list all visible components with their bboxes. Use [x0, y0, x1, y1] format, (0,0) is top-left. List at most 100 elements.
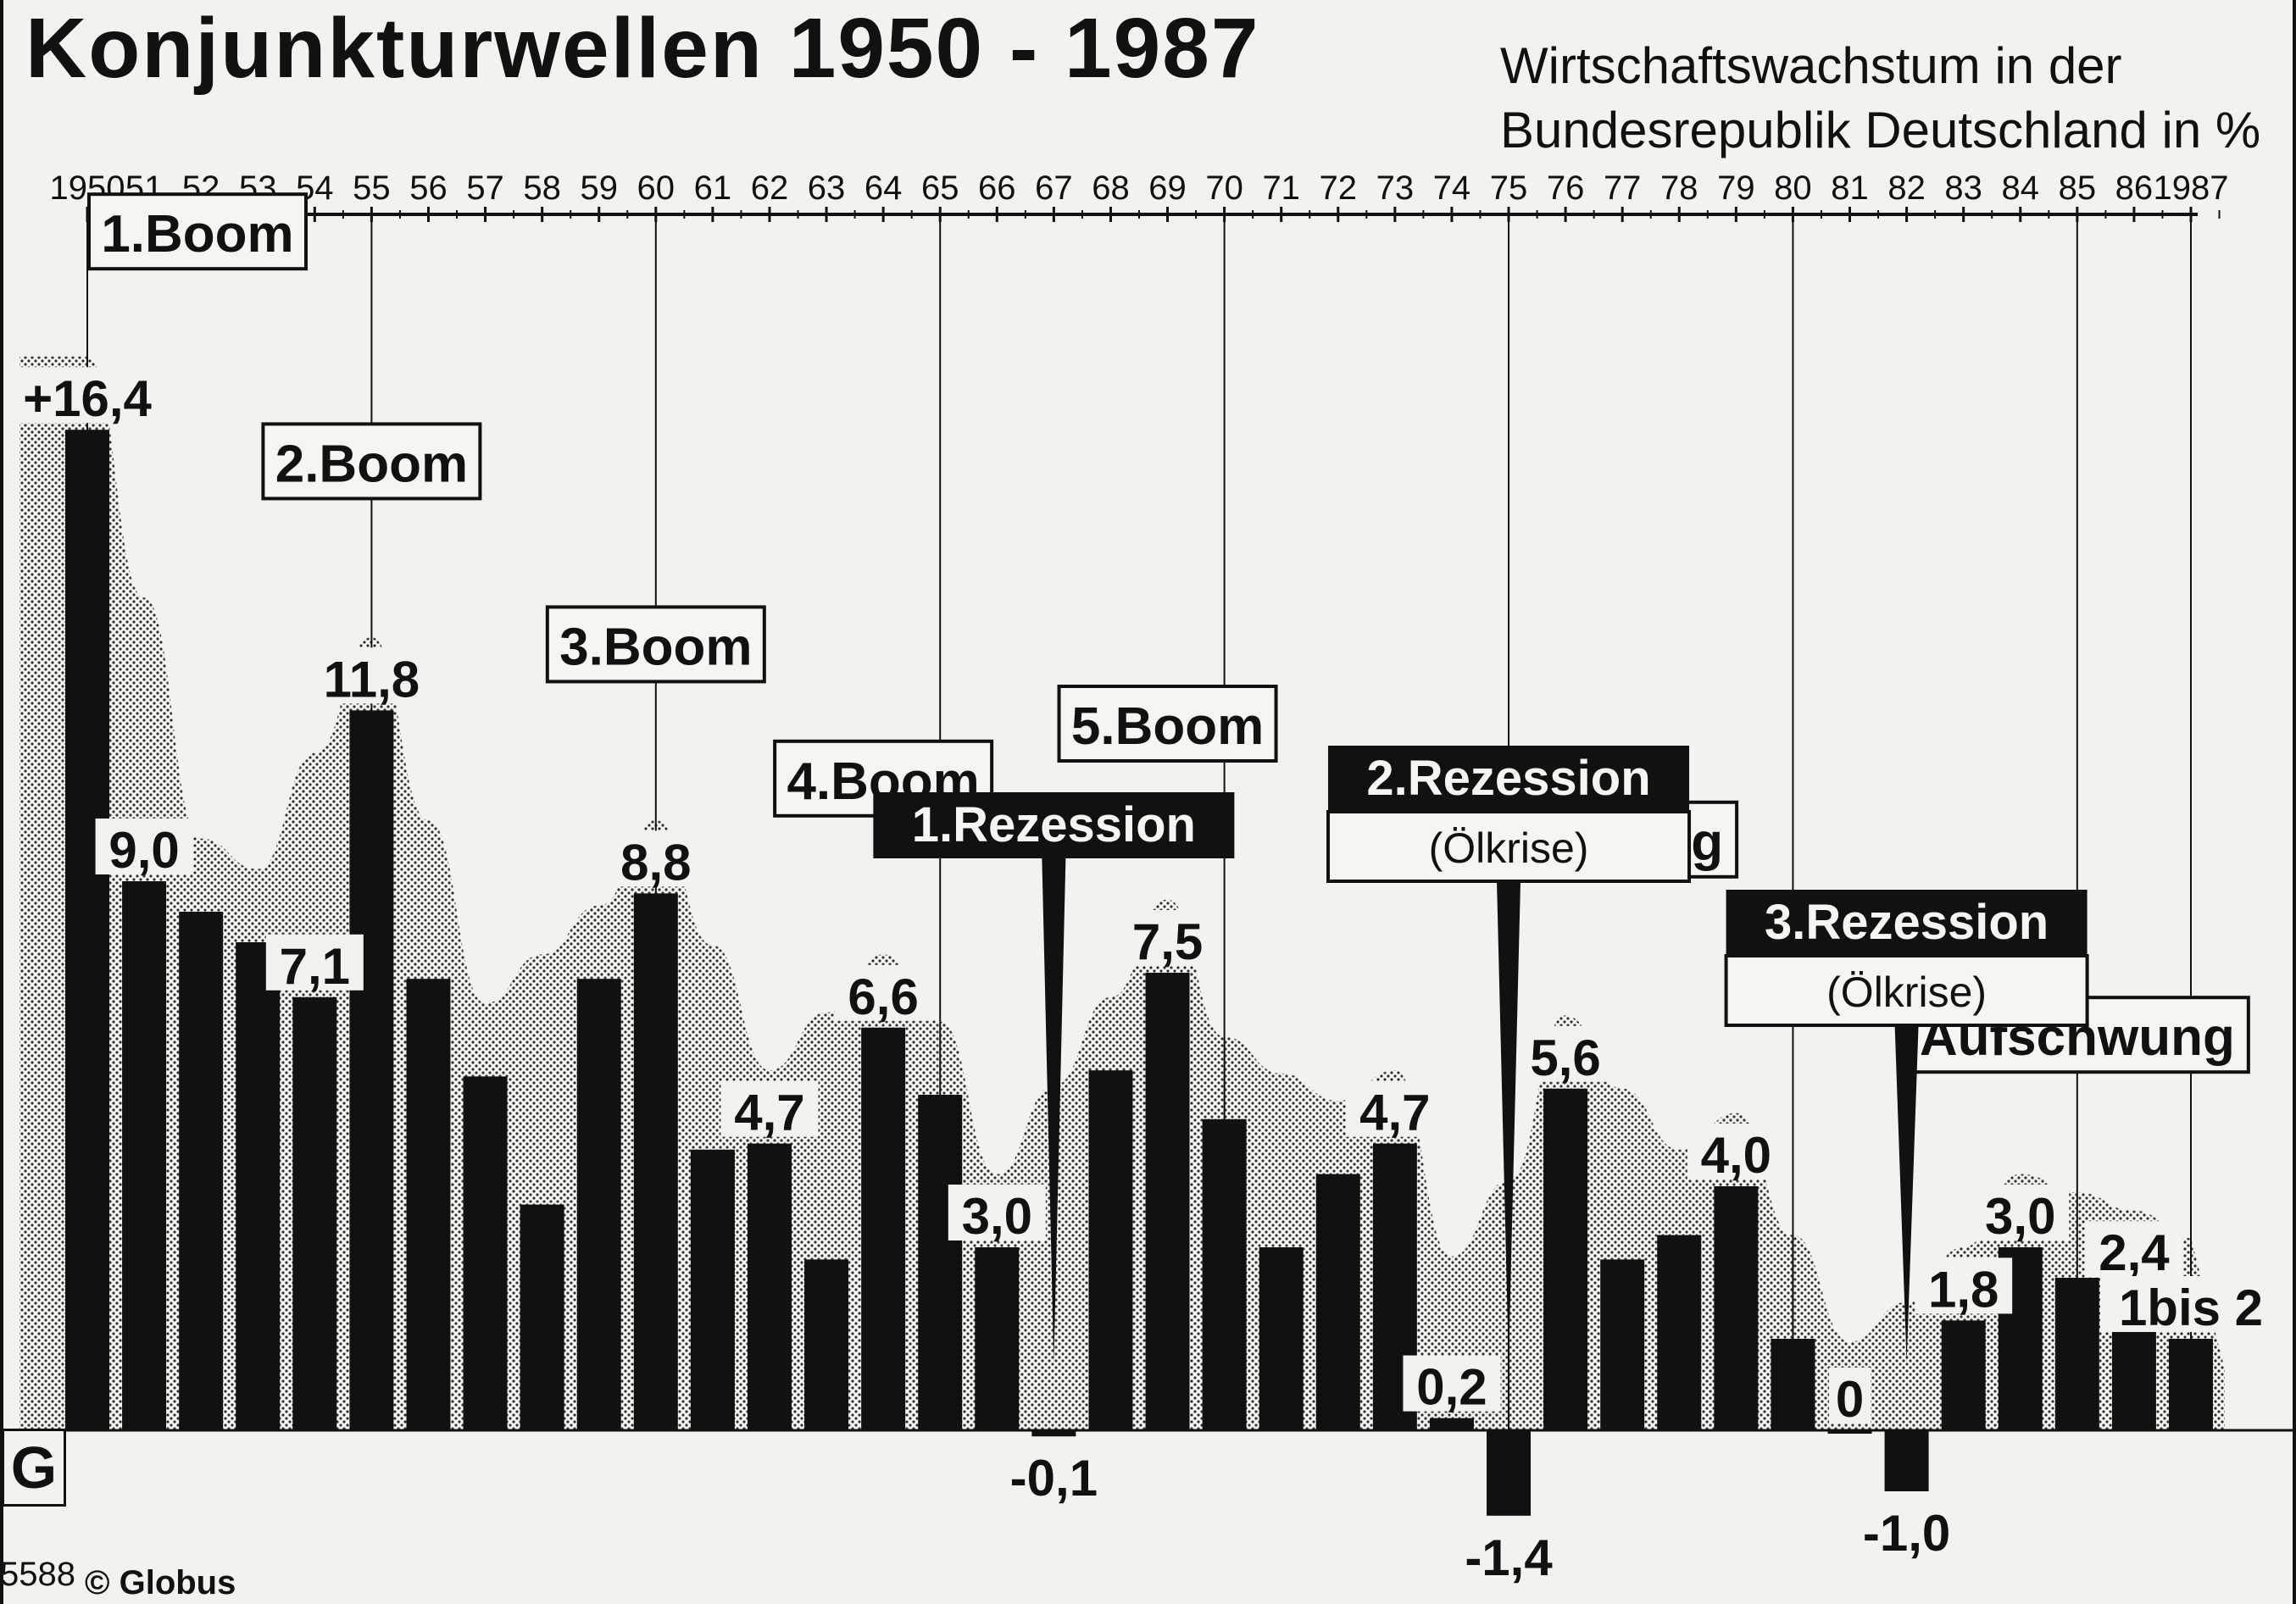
- year-tick-label: 64: [864, 169, 903, 207]
- bar-63: [804, 1259, 849, 1430]
- phase-label: 2.Boom: [275, 435, 468, 493]
- year-tick-label: 75: [1490, 169, 1528, 207]
- data-label-bg: [2085, 1221, 2183, 1278]
- year-tick-label: 61: [694, 169, 732, 207]
- year-tick-label: 55: [353, 169, 391, 207]
- data-label-bg: [1687, 1124, 1785, 1179]
- year-tick-label: 83: [1944, 169, 1982, 207]
- bar-74: [1429, 1418, 1474, 1430]
- phase-box: [1057, 685, 1278, 763]
- recession-pointer: [1894, 1025, 1919, 1363]
- data-label-bg: [1346, 1080, 1444, 1137]
- recession-title-box: [1726, 890, 2088, 956]
- year-tick-label: 81: [1831, 169, 1869, 207]
- year-tick-label: 72: [1320, 169, 1358, 207]
- data-label-bg: [1119, 910, 1217, 966]
- bar-70: [1202, 1118, 1247, 1430]
- year-tick-label: 56: [409, 169, 448, 207]
- data-label-bg: [1446, 1525, 1572, 1582]
- recession-title-box: [873, 792, 1235, 858]
- data-label-83: 1,8: [1928, 1261, 1999, 1318]
- bar-72: [1315, 1174, 1360, 1430]
- data-label-bg: [1403, 1355, 1501, 1412]
- data-label-54: 7,1: [280, 938, 350, 995]
- data-label-67: -0,1: [1010, 1450, 1098, 1507]
- bar-52: [179, 912, 224, 1430]
- data-label-1987: 1bis 2: [2119, 1279, 2263, 1336]
- phase-label: 3.Boom: [559, 618, 752, 676]
- recession-note-box: [1326, 810, 1692, 883]
- recession-pointer: [1497, 881, 1521, 1363]
- bar-75: [1487, 1430, 1532, 1516]
- data-label-bg: [1843, 1501, 1970, 1557]
- data-label-81: 0: [1836, 1371, 1864, 1428]
- bar-58: [520, 1204, 564, 1430]
- year-tick-label: 85: [2059, 169, 2097, 207]
- recession-title-box: [1328, 746, 1690, 812]
- year-tick-label: 67: [1035, 169, 1073, 207]
- bar-56: [406, 979, 451, 1430]
- data-label-73: 4,7: [1359, 1085, 1430, 1141]
- left-frame-line: [0, 0, 3, 1604]
- data-label-bg: [1915, 1257, 2013, 1314]
- bar-77: [1600, 1259, 1645, 1430]
- bar-65: [918, 1095, 963, 1430]
- year-tick-label: 79: [1717, 169, 1755, 207]
- data-label-82: -1,0: [1863, 1505, 1950, 1562]
- phase-box: [87, 192, 308, 271]
- data-label-86: 2,4: [2099, 1224, 2170, 1281]
- data-label-bg: [309, 647, 435, 704]
- year-tick-label: 58: [523, 169, 561, 207]
- bar-57: [463, 1076, 508, 1430]
- data-label-bg: [948, 1185, 1046, 1240]
- bar-59: [576, 979, 621, 1430]
- phase-label: 1.Boom: [101, 205, 293, 264]
- year-tick-label: 73: [1376, 169, 1415, 207]
- year-tick-label: 82: [1887, 169, 1926, 207]
- bar-53: [236, 942, 281, 1430]
- bar-1950: [65, 430, 109, 1431]
- bar-81: [1827, 1430, 1872, 1434]
- phase-label: 5.Boom: [1071, 697, 1264, 756]
- data-label-60: 8,8: [620, 834, 691, 891]
- year-tick-label: 74: [1433, 169, 1471, 207]
- year-tick-label: 71: [1262, 169, 1300, 207]
- bar-68: [1088, 1070, 1133, 1430]
- bar-76: [1543, 1088, 1588, 1430]
- data-label-bg: [2100, 1276, 2282, 1332]
- globus-logo: G: [2, 1429, 66, 1507]
- subtitle-line-1: Wirtschaftswachstum in der: [1500, 37, 2122, 94]
- copyright-credit: © Globus: [85, 1564, 236, 1601]
- data-label-bg: [834, 964, 932, 1021]
- data-label-bg: [720, 1080, 819, 1137]
- bar-62: [747, 1143, 792, 1430]
- data-label-64: 6,6: [848, 969, 918, 1025]
- year-tick-label: 77: [1604, 169, 1642, 207]
- year-tick-label: 80: [1774, 169, 1812, 207]
- year-tick-label: 63: [808, 169, 846, 207]
- data-label-79: 4,0: [1701, 1127, 1771, 1184]
- year-tick-label: 66: [978, 169, 1016, 207]
- year-tick-label: 70: [1205, 169, 1243, 207]
- recession-title: 3.Rezession: [1765, 895, 2049, 950]
- year-tick-label: 57: [466, 169, 504, 207]
- recession-title: 2.Rezession: [1366, 751, 1650, 806]
- data-label-62: 4,7: [734, 1085, 804, 1141]
- bar-80: [1771, 1339, 1815, 1430]
- bar-71: [1259, 1247, 1304, 1430]
- year-tick-label: 59: [580, 169, 618, 207]
- phase-box: [261, 422, 482, 501]
- data-label-76: 5,6: [1530, 1030, 1600, 1086]
- wave-envelope: [19, 356, 2225, 1430]
- data-label-69: 7,5: [1132, 913, 1203, 970]
- recession-note: (Ölkrise): [1826, 969, 1987, 1016]
- bar-55: [349, 710, 394, 1430]
- graphic-code: 5588: [0, 1556, 75, 1593]
- bar-82: [1884, 1430, 1929, 1491]
- data-label-bg: [95, 819, 193, 874]
- bar-60: [633, 893, 678, 1430]
- recession-pointer: [1042, 858, 1066, 1363]
- bar-67: [1031, 1430, 1076, 1437]
